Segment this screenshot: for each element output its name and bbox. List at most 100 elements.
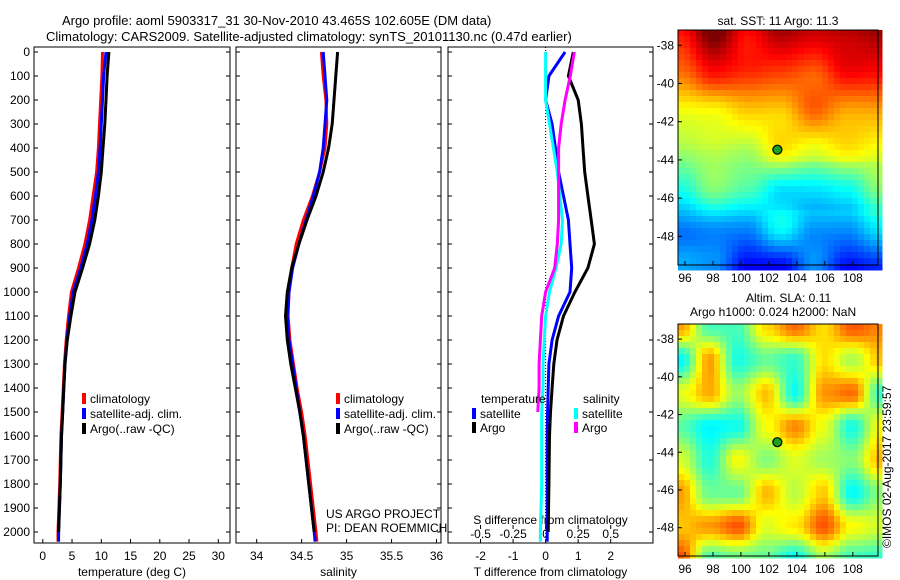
- heatmap-cell: [774, 204, 781, 211]
- heatmap-cell: [864, 96, 871, 103]
- heatmap-cell: [702, 546, 709, 553]
- heatmap-cell: [714, 378, 721, 385]
- heatmap-cell: [858, 144, 865, 151]
- heatmap-cell: [870, 354, 877, 361]
- heatmap-cell: [732, 390, 739, 397]
- heatmap-cell: [834, 360, 841, 367]
- heatmap-cell: [768, 162, 775, 169]
- heatmap-cell: [744, 174, 751, 181]
- heatmap-cell: [792, 30, 799, 37]
- legend-label: Argo: [582, 421, 608, 435]
- heatmap-cell: [684, 426, 691, 433]
- heatmap-cell: [780, 342, 787, 349]
- legend-swatch: [472, 408, 476, 419]
- heatmap-cell: [768, 66, 775, 73]
- heatmap-cell: [714, 528, 721, 535]
- heatmap-cell: [792, 342, 799, 349]
- heatmap-cell: [786, 66, 793, 73]
- heatmap-cell: [708, 78, 715, 85]
- heatmap-cell: [804, 102, 811, 109]
- heatmap-cell: [756, 198, 763, 205]
- heatmap-cell: [744, 234, 751, 241]
- heatmap-cell: [828, 378, 835, 385]
- heatmap-cell: [804, 96, 811, 103]
- heatmap-cell: [786, 30, 793, 37]
- heatmap-cell: [768, 264, 775, 271]
- heatmap-cell: [726, 30, 733, 37]
- heatmap-cell: [750, 144, 757, 151]
- heatmap-cell: [798, 246, 805, 253]
- heatmap-cell: [690, 486, 697, 493]
- heatmap-cell: [864, 414, 871, 421]
- heatmap-cell: [738, 432, 745, 439]
- heatmap-cell: [720, 444, 727, 451]
- heatmap-cell: [822, 162, 829, 169]
- heatmap-cell: [786, 510, 793, 517]
- heatmap-cell: [846, 468, 853, 475]
- heatmap-cell: [756, 72, 763, 79]
- heatmap-cell: [726, 216, 733, 223]
- heatmap-cell: [840, 258, 847, 265]
- heatmap-cell: [762, 114, 769, 121]
- heatmap-cell: [774, 414, 781, 421]
- heatmap-cell: [828, 546, 835, 553]
- heatmap-cell: [696, 72, 703, 79]
- heatmap-cell: [786, 552, 793, 559]
- heatmap-cell: [720, 336, 727, 343]
- heatmap-cell: [756, 414, 763, 421]
- heatmap-cell: [714, 72, 721, 79]
- heatmap-cell: [708, 498, 715, 505]
- heatmap-cell: [870, 114, 877, 121]
- heatmap-cell: [780, 132, 787, 139]
- heatmap-cell: [786, 174, 793, 181]
- y-tick-label: -44: [657, 445, 675, 459]
- heatmap-cell: [726, 252, 733, 259]
- x-tick-label: 15: [124, 549, 138, 563]
- heatmap-cell: [768, 36, 775, 43]
- heatmap-cell: [876, 84, 883, 91]
- heatmap-cell: [732, 54, 739, 61]
- heatmap-cell: [792, 168, 799, 175]
- heatmap-cell: [690, 186, 697, 193]
- heatmap-cell: [840, 66, 847, 73]
- heatmap-cell: [738, 126, 745, 133]
- heatmap-cell: [786, 198, 793, 205]
- heatmap-cell: [684, 132, 691, 139]
- heatmap-cell: [726, 342, 733, 349]
- heatmap-cell: [810, 96, 817, 103]
- heatmap-cell: [744, 228, 751, 235]
- heatmap-cell: [798, 72, 805, 79]
- heatmap-cell: [714, 480, 721, 487]
- heatmap-cell: [774, 84, 781, 91]
- heatmap-cell: [678, 480, 685, 487]
- heatmap-cell: [852, 96, 859, 103]
- heatmap-cell: [834, 108, 841, 115]
- heatmap-cell: [768, 432, 775, 439]
- heatmap-cell: [780, 546, 787, 553]
- heatmap-cell: [684, 72, 691, 79]
- heatmap-cell: [852, 408, 859, 415]
- heatmap-cell: [792, 396, 799, 403]
- heatmap-cell: [864, 222, 871, 229]
- heatmap-cell: [702, 240, 709, 247]
- heatmap-cell: [768, 546, 775, 553]
- heatmap-cell: [798, 198, 805, 205]
- heatmap-cell: [762, 546, 769, 553]
- heatmap-cell: [828, 180, 835, 187]
- heatmap-cell: [858, 504, 865, 511]
- heatmap-cell: [816, 48, 823, 55]
- heatmap-cell: [678, 222, 685, 229]
- heatmap-cell: [762, 324, 769, 331]
- heatmap-cell: [702, 72, 709, 79]
- heatmap-cell: [804, 480, 811, 487]
- heatmap-cell: [834, 426, 841, 433]
- heatmap-cell: [804, 324, 811, 331]
- heatmap-cell: [720, 216, 727, 223]
- heatmap-cell: [864, 258, 871, 265]
- heatmap-cell: [816, 240, 823, 247]
- heatmap-cell: [690, 402, 697, 409]
- heatmap-cell: [792, 510, 799, 517]
- heatmap-cell: [720, 162, 727, 169]
- heatmap-cell: [798, 552, 805, 559]
- y-tick-label: 800: [10, 237, 30, 251]
